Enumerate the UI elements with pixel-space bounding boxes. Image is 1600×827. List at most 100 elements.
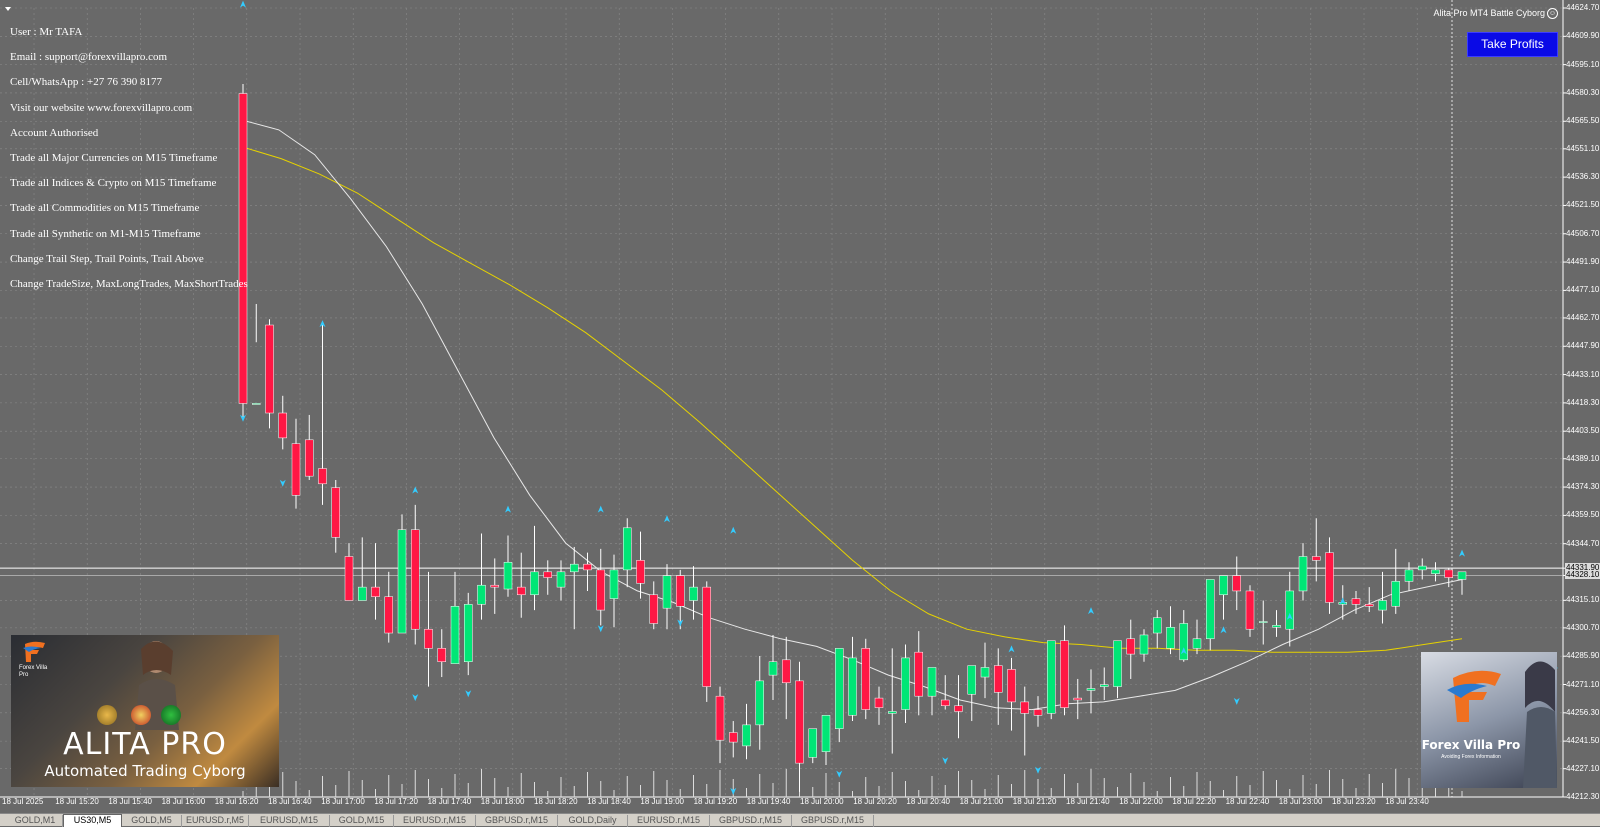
bull-candle (967, 665, 976, 695)
bull-candle (1391, 581, 1400, 607)
time-label: 18 Jul 16:20 (214, 797, 259, 806)
bull-candle (848, 657, 857, 716)
bear-candle (238, 93, 248, 404)
chart-tab[interactable]: GOLD,M15 (330, 815, 394, 827)
badge-award-icon (131, 705, 151, 725)
time-label: 18 Jul 20:40 (906, 797, 950, 806)
bull-candle (742, 724, 751, 747)
bear-candle (1312, 556, 1321, 561)
buy-arrow-icon (240, 0, 246, 8)
chart-tab[interactable]: GOLD,M1 (8, 815, 63, 827)
bull-candle (1166, 627, 1175, 649)
time-label: 18 Jul 21:40 (1066, 797, 1110, 806)
chart-tab[interactable]: EURUSD,M15 (249, 815, 330, 827)
sell-arrow-icon (730, 787, 737, 795)
chart-tab[interactable]: GBPUSD.r,M15 (792, 815, 874, 827)
info-synthetic: Trade all Synthetic on M1-M15 Timeframe (10, 227, 201, 240)
chart-tab[interactable]: EURUSD.r,M15 (628, 815, 710, 827)
time-label: 18 Jul 22:20 (1172, 797, 1216, 806)
bull-candle (808, 728, 817, 758)
bull-candle (252, 403, 261, 405)
bull-candle (901, 657, 910, 710)
price-label: 44491.90 (1566, 257, 1600, 267)
price-label: 44359.50 (1566, 510, 1600, 520)
sell-arrow-icon (677, 619, 684, 627)
chart-tab[interactable]: EURUSD.r,M15 (394, 815, 476, 827)
bull-candle (888, 711, 897, 714)
price-label: 44300.70 (1566, 622, 1600, 632)
bull-candle (1285, 590, 1294, 630)
bear-candle (1020, 701, 1029, 714)
bull-candle (662, 575, 672, 609)
bear-candle (583, 563, 592, 571)
info-commodities: Trade all Commodities on M15 Timeframe (10, 202, 200, 215)
bear-candle (1365, 604, 1374, 607)
bear-candle (941, 699, 950, 706)
time-label: 18 Jul 2025 (2, 797, 44, 806)
chart-tab[interactable]: GOLD,Daily (558, 815, 628, 827)
bear-candle (411, 529, 420, 630)
bear-candle (517, 586, 526, 596)
price-label: 44418.30 (1566, 397, 1600, 407)
chart-menu-triangle-icon[interactable] (5, 7, 11, 11)
bull-candle (1192, 638, 1202, 649)
bull-candle (1139, 634, 1149, 655)
current-price-label: 44328.10 (1565, 570, 1600, 580)
bull-candle (477, 584, 486, 605)
bear-candle (994, 665, 1003, 693)
price-label: 44344.70 (1566, 538, 1600, 548)
bear-candle (715, 695, 725, 741)
price-label: 44403.50 (1566, 426, 1600, 436)
logo-right-title: Forex Villa Pro (1421, 738, 1521, 752)
bull-candle (1259, 621, 1268, 623)
price-label: 44374.30 (1566, 482, 1600, 492)
price-axis: 44624.70 44609.90 44595.10 44580.30 44565.50… (1563, 0, 1600, 813)
bear-candle (596, 569, 605, 611)
bear-candle (424, 628, 433, 649)
time-label: 18 Jul 17:20 (374, 797, 418, 806)
expert-advisor-label[interactable]: Alita Pro MT4 Battle Cyborg ☺ (1433, 8, 1558, 20)
take-profits-button[interactable]: Take Profits (1467, 32, 1558, 57)
price-label: 44624.70 (1566, 3, 1600, 12)
bull-candle (1179, 623, 1188, 661)
time-label: 18 Jul 16:00 (161, 797, 206, 806)
time-label: 18 Jul 17:00 (321, 797, 365, 806)
time-axis: 18 Jul 2025 18 Jul 15:20 18 Jul 15:40 18 Ju… (0, 797, 1600, 811)
alita-pro-logo: Forex Villa Pro ALITA PRO Automated Trad… (11, 635, 279, 787)
price-label: 44389.10 (1566, 453, 1600, 463)
chart-tab[interactable]: GBPUSD.r,M15 (710, 815, 792, 827)
price-label: 44521.50 (1566, 200, 1600, 210)
bear-candle (305, 439, 314, 477)
sell-arrow-icon (465, 690, 472, 698)
bull-candle (570, 563, 579, 573)
bear-candle (702, 586, 711, 687)
bear-candle (1245, 590, 1255, 630)
price-label: 44447.90 (1566, 341, 1600, 351)
bear-candle (265, 324, 274, 414)
bear-candle (649, 594, 658, 624)
price-label: 44433.10 (1566, 369, 1600, 379)
time-label: 18 Jul 15:40 (108, 797, 152, 806)
chart-tab[interactable]: EURUSD.r,M5 (182, 815, 249, 827)
bear-candle (874, 697, 884, 708)
info-authorised: Account Authorised (10, 126, 99, 139)
bull-candle (1113, 640, 1122, 687)
chart-tab[interactable]: GOLD,M5 (122, 815, 182, 827)
time-label: 18 Jul 19:20 (693, 797, 738, 806)
bull-candle (927, 667, 937, 697)
bull-candle (450, 606, 460, 664)
buy-arrow-icon (505, 505, 511, 513)
chart-tab[interactable]: GBPUSD.r,M15 (476, 815, 558, 827)
buy-arrow-icon (1286, 612, 1293, 620)
bear-candle (1033, 709, 1043, 716)
bull-candle (609, 569, 619, 599)
bear-candle (1351, 598, 1361, 605)
bull-candle (623, 527, 632, 571)
price-label: 44565.50 (1566, 116, 1600, 126)
sell-arrow-icon (1035, 766, 1041, 774)
sell-arrow-icon (942, 757, 949, 765)
price-label: 44256.30 (1566, 707, 1600, 717)
bull-candle (768, 661, 778, 676)
chart-tab[interactable]: US30,M5 (63, 814, 122, 827)
